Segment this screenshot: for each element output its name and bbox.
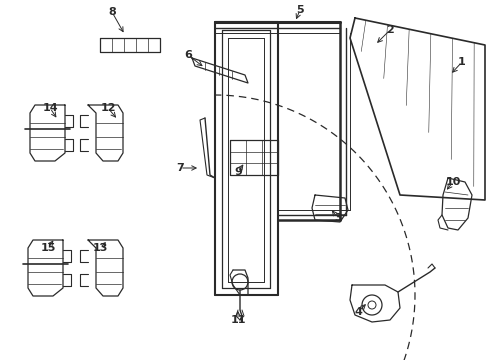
Text: 14: 14 [42, 103, 58, 113]
Text: 9: 9 [234, 167, 242, 177]
Text: 5: 5 [296, 5, 304, 15]
Text: 15: 15 [40, 243, 56, 253]
Text: 2: 2 [386, 25, 394, 35]
Text: 4: 4 [354, 307, 362, 317]
Text: 13: 13 [92, 243, 108, 253]
Text: 1: 1 [458, 57, 466, 67]
Text: 8: 8 [108, 7, 116, 17]
Text: 7: 7 [176, 163, 184, 173]
Text: 10: 10 [445, 177, 461, 187]
Text: 11: 11 [230, 315, 246, 325]
Text: 6: 6 [184, 50, 192, 60]
Text: 12: 12 [100, 103, 116, 113]
Text: 3: 3 [334, 213, 342, 223]
